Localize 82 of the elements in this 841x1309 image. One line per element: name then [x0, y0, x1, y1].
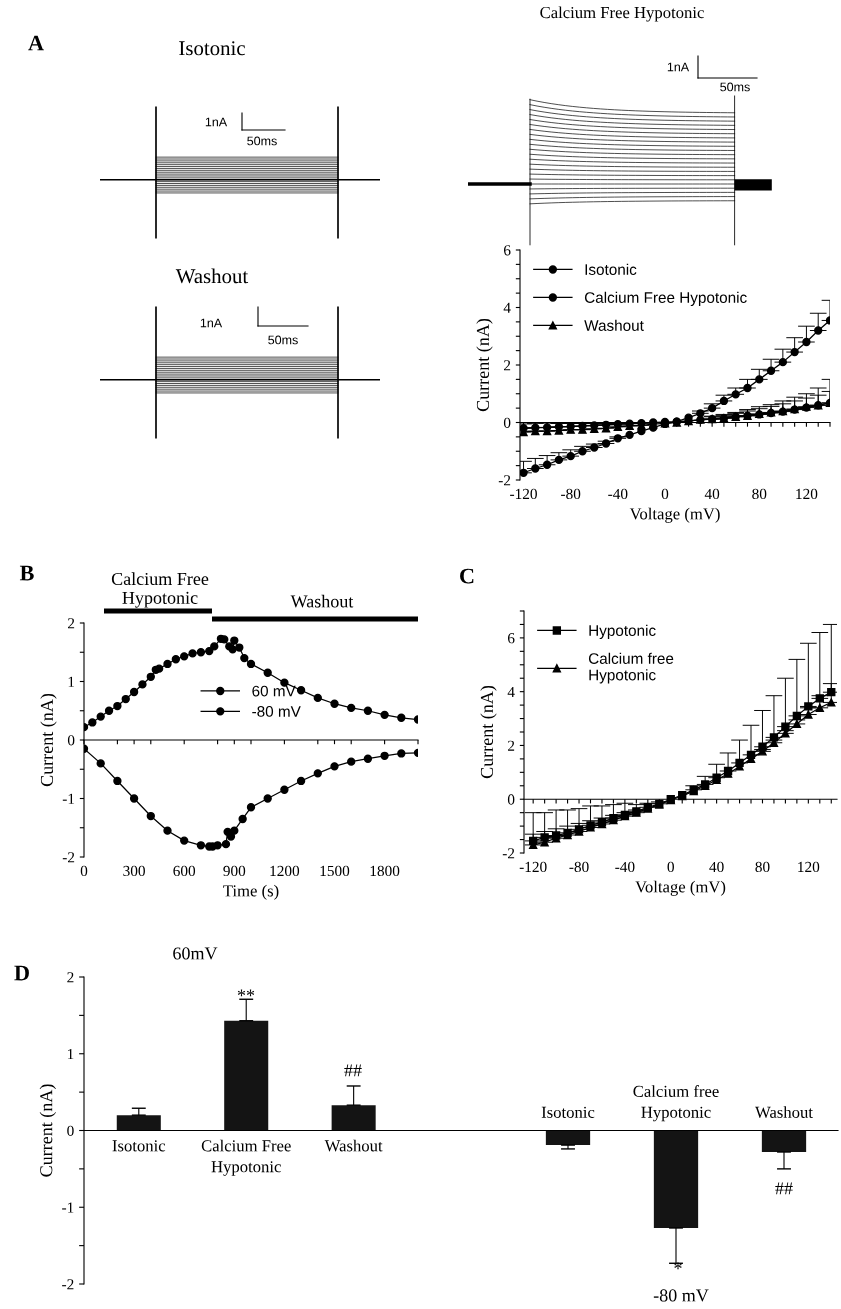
x-tick-label: 80 — [752, 488, 767, 500]
y-tick-label: 4 — [507, 686, 515, 697]
text: Isotonic — [179, 41, 245, 56]
x-tick-label: -120 — [519, 861, 547, 873]
text: -80 mV — [653, 1289, 709, 1302]
text: 1nA — [200, 318, 223, 328]
y-tick-label: -2 — [62, 852, 75, 863]
y-axis-title: Current (nA) — [476, 318, 493, 412]
category-label: Calcium free Hypotonic — [633, 1085, 719, 1122]
x-tick-label: -40 — [608, 488, 628, 500]
text: Calcium Free Hypotonic — [540, 6, 704, 22]
x-tick-label: 300 — [123, 865, 145, 877]
x-axis-title: Voltage (mV) — [635, 880, 726, 896]
text: 1nA — [667, 62, 690, 72]
y-tick-label: 0 — [67, 735, 75, 746]
x-tick-label: 900 — [223, 865, 246, 877]
y-tick-label: 0 — [503, 417, 511, 428]
x-tick-label: 600 — [173, 865, 196, 877]
x-tick-label: Calcium Free Hypotonic — [201, 1139, 291, 1176]
text: 60mV — [173, 947, 218, 960]
y-tick-label: -2 — [502, 848, 515, 859]
legend-label: Calcium Free Hypotonic — [584, 291, 747, 306]
text: Washout — [175, 268, 249, 284]
text: 50ms — [720, 82, 750, 92]
x-axis-title: Voltage (mV) — [629, 507, 720, 523]
annotation: ** — [237, 989, 255, 997]
y-tick-label: 4 — [503, 302, 511, 313]
annotation: ## — [344, 1064, 362, 1077]
y-tick-label: 2 — [508, 740, 515, 751]
y-axis-title: Current (nA) — [40, 693, 57, 787]
text: 50ms — [247, 136, 277, 146]
y-tick-label: 2 — [67, 972, 74, 983]
category-label: Isotonic — [541, 1106, 595, 1118]
x-tick-label: -40 — [615, 861, 635, 873]
y-tick-label: 1 — [68, 676, 75, 687]
y-tick-label: -1 — [62, 1202, 74, 1213]
text: Calcium Free Hypotonic — [111, 572, 209, 608]
x-tick-label: -80 — [569, 861, 589, 873]
y-tick-label: 6 — [503, 245, 511, 256]
x-tick-label: -120 — [510, 488, 537, 500]
y-tick-label: 0 — [507, 794, 515, 805]
x-tick-label: -80 — [561, 488, 581, 500]
text: 1nA — [205, 117, 228, 127]
x-tick-label: 120 — [796, 488, 818, 500]
y-axis-title: Current (nA) — [480, 685, 497, 779]
y-axis-title: Current (nA) — [39, 1084, 56, 1177]
y-tick-label: -2 — [62, 1279, 74, 1290]
y-tick-label: -1 — [62, 793, 75, 804]
x-tick-label: 0 — [80, 865, 88, 877]
category-label: Washout — [755, 1106, 813, 1118]
x-tick-label: 1800 — [370, 865, 400, 877]
y-tick-label: 0 — [67, 1125, 74, 1136]
y-tick-label: 2 — [68, 618, 75, 629]
y-tick-label: 1 — [67, 1048, 74, 1060]
annotation: * — [674, 1262, 682, 1270]
x-tick-label: 1500 — [320, 865, 350, 877]
text: C — [460, 568, 474, 584]
x-tick-label: 1200 — [270, 865, 300, 877]
x-tick-label: 120 — [798, 861, 820, 873]
annotation: ## — [775, 1182, 793, 1195]
x-tick-label: Washout — [324, 1139, 383, 1152]
x-tick-label: 0 — [661, 488, 669, 500]
text: B — [19, 565, 34, 581]
legend-label: Washout — [584, 319, 644, 331]
x-tick-label: 40 — [704, 488, 720, 500]
legend-label: Hypotonic — [589, 624, 656, 639]
x-tick-label: 80 — [755, 861, 770, 873]
legend-label: Isotonic — [585, 263, 637, 275]
x-tick-label: Isotonic — [112, 1140, 166, 1152]
y-tick-label: -2 — [498, 475, 511, 486]
legend-label: -80 mV — [252, 706, 301, 717]
text: A — [28, 35, 44, 51]
x-tick-label: 40 — [709, 861, 724, 873]
x-tick-label: 0 — [667, 861, 674, 873]
legend-label: 60 mV — [252, 685, 296, 697]
legend-label: Calcium free Hypotonic — [588, 652, 674, 684]
text: Washout — [290, 594, 354, 608]
x-axis-title: Time (s) — [223, 884, 279, 900]
text: D — [14, 965, 29, 981]
text: 50ms — [268, 335, 298, 345]
y-tick-label: 6 — [507, 633, 515, 644]
y-tick-label: 2 — [504, 360, 511, 371]
